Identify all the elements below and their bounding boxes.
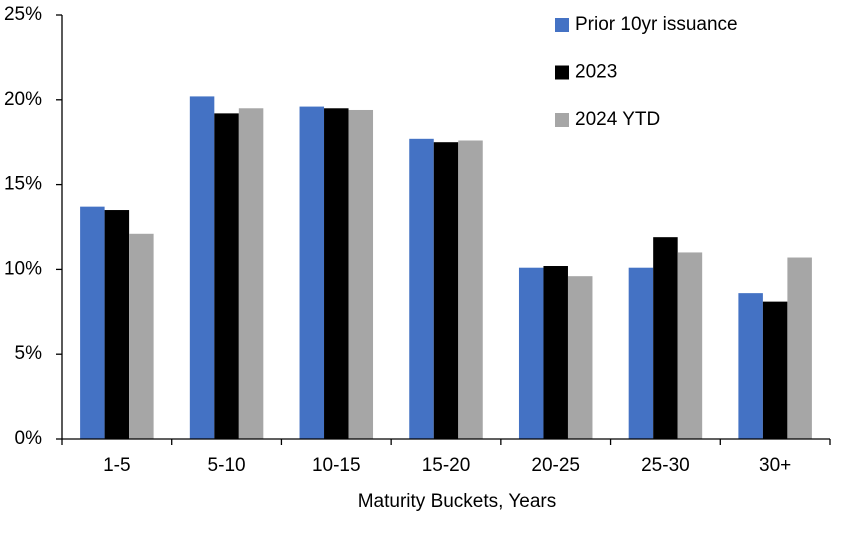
bar [348, 109, 374, 439]
bar [738, 293, 763, 439]
legend-swatch [555, 18, 569, 32]
x-tick-label: 25-30 [641, 455, 690, 476]
y-tick-label: 25% [4, 4, 42, 25]
bar [653, 237, 678, 439]
x-tick-label: 10-15 [312, 455, 361, 476]
bar [518, 267, 544, 439]
x-tick-label: 1-5 [103, 455, 130, 476]
bar [299, 106, 325, 440]
bar [628, 267, 654, 439]
y-tick-label: 20% [4, 89, 42, 110]
bar [189, 96, 215, 440]
legend-label: Prior 10yr issuance [575, 14, 738, 35]
bar [433, 142, 459, 439]
bar [543, 266, 568, 439]
bar [238, 108, 264, 439]
y-tick-label: 10% [4, 258, 42, 279]
bar [104, 210, 130, 439]
legend-swatch [555, 65, 569, 80]
bar [129, 233, 154, 439]
x-tick-label: 30+ [759, 455, 791, 476]
bar [677, 252, 703, 439]
bar [458, 140, 483, 439]
bar [762, 301, 788, 439]
x-tick-label: 15-20 [422, 455, 471, 476]
legend-label: 2023 [575, 62, 617, 83]
x-axis-title: Maturity Buckets, Years [358, 491, 557, 512]
y-tick-label: 15% [4, 174, 42, 195]
y-tick-label: 5% [15, 343, 43, 364]
legend-swatch [555, 113, 569, 127]
bar [567, 276, 593, 439]
x-tick-label: 20-25 [531, 455, 580, 476]
bar [80, 206, 105, 439]
bar [409, 138, 434, 440]
bar [787, 257, 812, 439]
x-tick-label: 5-10 [208, 455, 246, 476]
bar [324, 108, 349, 439]
bar [214, 113, 239, 440]
y-tick-label: 0% [15, 428, 43, 449]
legend-label: 2024 YTD [575, 109, 660, 130]
